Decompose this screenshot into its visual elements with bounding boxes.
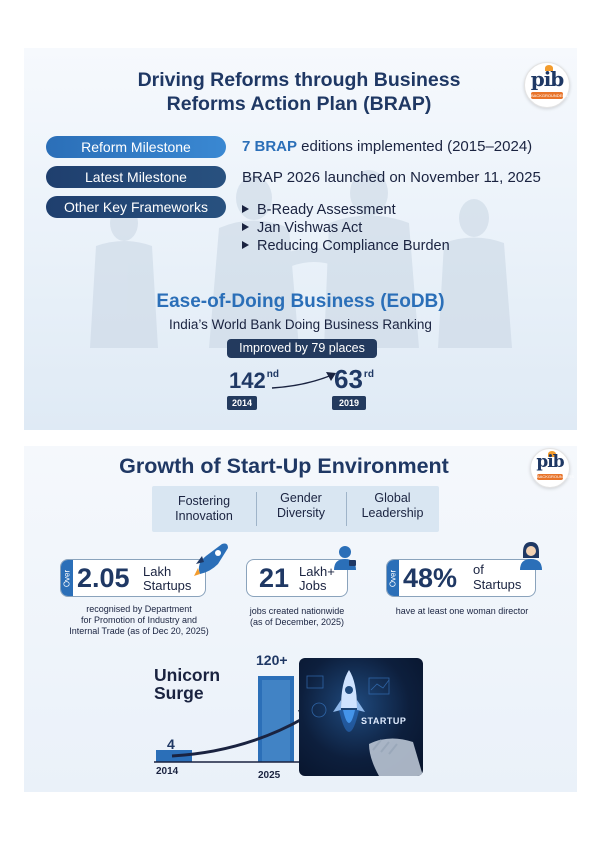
pib-logo: pib BACKGROUNDERS: [524, 62, 570, 108]
startup-illustration: STARTUP: [299, 658, 423, 776]
woman-director-icon: [520, 542, 542, 570]
unicorn-end-year: 2025: [258, 770, 281, 781]
pillar-innovation: Fostering Innovation: [152, 494, 256, 524]
latest-milestone-pill: Latest Milestone: [46, 166, 226, 188]
desc-line: (as of December, 2025): [249, 617, 345, 627]
logo-leaf-icon: [545, 65, 553, 71]
stat-women-label2: Startups: [473, 577, 522, 592]
pillar-line: Diversity: [277, 506, 325, 520]
startup-title: Growth of Start-Up Environment: [119, 454, 449, 478]
brap-panel: Driving Reforms through Business Reforms…: [24, 48, 577, 430]
startup-panel: Growth of Start-Up Environment pib BACKG…: [24, 446, 577, 792]
brap-title-line1: Driving Reforms through Business: [137, 69, 461, 91]
framework-item: Reducing Compliance Burden: [242, 238, 450, 254]
reform-milestone-text: 7 BRAP editions implemented (2015–2024): [242, 138, 532, 155]
pillar-divider: [346, 492, 347, 526]
pillar-line: Leadership: [361, 506, 424, 520]
year-tag-2014: 2014: [227, 396, 257, 410]
unicorn-start-year: 2014: [156, 766, 179, 777]
pillar-line: Innovation: [175, 509, 233, 523]
brap-title: Driving Reforms through Business Reforms…: [94, 68, 504, 116]
pib-logo: pib BACKGROUNDERS: [530, 448, 574, 488]
pillar-line: Fostering: [177, 494, 231, 508]
stat-women-desc: have at least one woman director: [395, 606, 529, 616]
stat-startups-label1: Lakh: [143, 564, 172, 579]
triangle-bullet-icon: [242, 223, 249, 231]
reform-milestone-pill: Reform Milestone: [46, 136, 226, 158]
stat-women-label1: of: [473, 562, 484, 577]
brap-title-line2: Reforms Action Plan (BRAP): [166, 93, 432, 115]
growth-arrow-icon: [171, 716, 305, 758]
rank-2014-suffix: nd: [266, 369, 279, 380]
pillar-line: Global: [374, 491, 411, 505]
stat-startups-label2: Startups: [143, 578, 192, 593]
pillar-gender: Gender Diversity: [256, 491, 346, 521]
pillars-bar: Fostering Innovation Gender Diversity Gl…: [152, 486, 439, 532]
reform-milestone-highlight: 7 BRAP: [242, 138, 298, 155]
framework-label: B-Ready Assessment: [257, 202, 396, 218]
stat-women-box: Over 48% of Startups: [386, 559, 536, 597]
pillar-global: Global Leadership: [346, 491, 439, 521]
unicorn-end-value: 120+: [256, 652, 288, 668]
startup-label: STARTUP: [361, 716, 407, 726]
eodb-subtitle: India’s World Bank Doing Business Rankin…: [169, 317, 432, 332]
eodb-title: Ease-of-Doing Business (EoDB): [156, 291, 445, 312]
triangle-bullet-icon: [242, 241, 249, 249]
other-frameworks-pill: Other Key Frameworks: [46, 196, 226, 218]
over-label: Over: [388, 569, 398, 588]
rank-2019-number: 63: [334, 364, 363, 394]
framework-label: Reducing Compliance Burden: [257, 238, 450, 254]
over-tag: Over: [387, 560, 399, 596]
pillar-divider: [256, 492, 257, 526]
rocket-launch-icon: [306, 670, 423, 776]
latest-milestone-text: BRAP 2026 launched on November 11, 2025: [242, 169, 541, 186]
desc-line: for Promotion of Industry and: [80, 615, 198, 625]
logo-band: BACKGROUNDERS: [531, 92, 568, 99]
framework-label: Jan Vishwas Act: [257, 220, 363, 236]
stat-jobs-box: 21 Lakh+ Jobs: [246, 559, 348, 597]
year-tag-2019: 2019: [332, 396, 366, 410]
stat-jobs-desc: jobs created nationwide (as of December,…: [236, 606, 358, 628]
rocket-icon: [194, 543, 228, 576]
over-tag: Over: [61, 560, 73, 596]
logo-leaf-icon: [548, 451, 556, 457]
triangle-bullet-icon: [242, 205, 249, 213]
over-label: Over: [62, 569, 72, 588]
logo-text: pib: [536, 452, 564, 472]
improvement-badge: Improved by 79 places: [227, 339, 377, 358]
stat-startups-box: Over 2.05 Lakh Startups: [60, 559, 206, 597]
stat-jobs-label1: Lakh+: [299, 564, 335, 579]
rank-2019: 63rd: [334, 364, 374, 395]
desc-line: jobs created nationwide: [249, 606, 345, 616]
stat-women-number: 48%: [403, 563, 458, 593]
pillar-line: Gender: [280, 491, 322, 505]
unicorn-growth-chart: [154, 676, 312, 763]
unicorn-bar-2025: [258, 676, 294, 762]
reform-milestone-detail: editions implemented (2015–2024): [297, 138, 533, 155]
unicorn-title: Unicorn Surge: [154, 666, 220, 702]
framework-item: B-Ready Assessment: [242, 202, 396, 218]
worker-icon: [334, 546, 356, 570]
unicorn-title-line1: Unicorn: [154, 665, 221, 685]
unicorn-title-line2: Surge: [154, 683, 204, 703]
logo-band: BACKGROUNDERS: [537, 474, 574, 480]
desc-line: recognised by Department: [86, 604, 192, 614]
stat-jobs-number: 21: [259, 563, 290, 593]
stat-jobs-label2: Jobs: [299, 578, 327, 593]
stat-startups-desc: recognised by Department for Promotion o…: [54, 604, 224, 637]
rank-2014-number: 142: [229, 368, 266, 393]
desc-line: Internal Trade (as of Dec 20, 2025): [69, 626, 209, 636]
rank-arrow-icon: [271, 372, 336, 389]
rank-2019-suffix: rd: [363, 369, 374, 380]
logo-text: pib: [530, 67, 565, 91]
stat-startups-number: 2.05: [77, 563, 130, 593]
framework-item: Jan Vishwas Act: [242, 220, 362, 236]
rank-2014: 142nd: [229, 368, 279, 394]
unicorn-start-value: 4: [167, 736, 175, 752]
